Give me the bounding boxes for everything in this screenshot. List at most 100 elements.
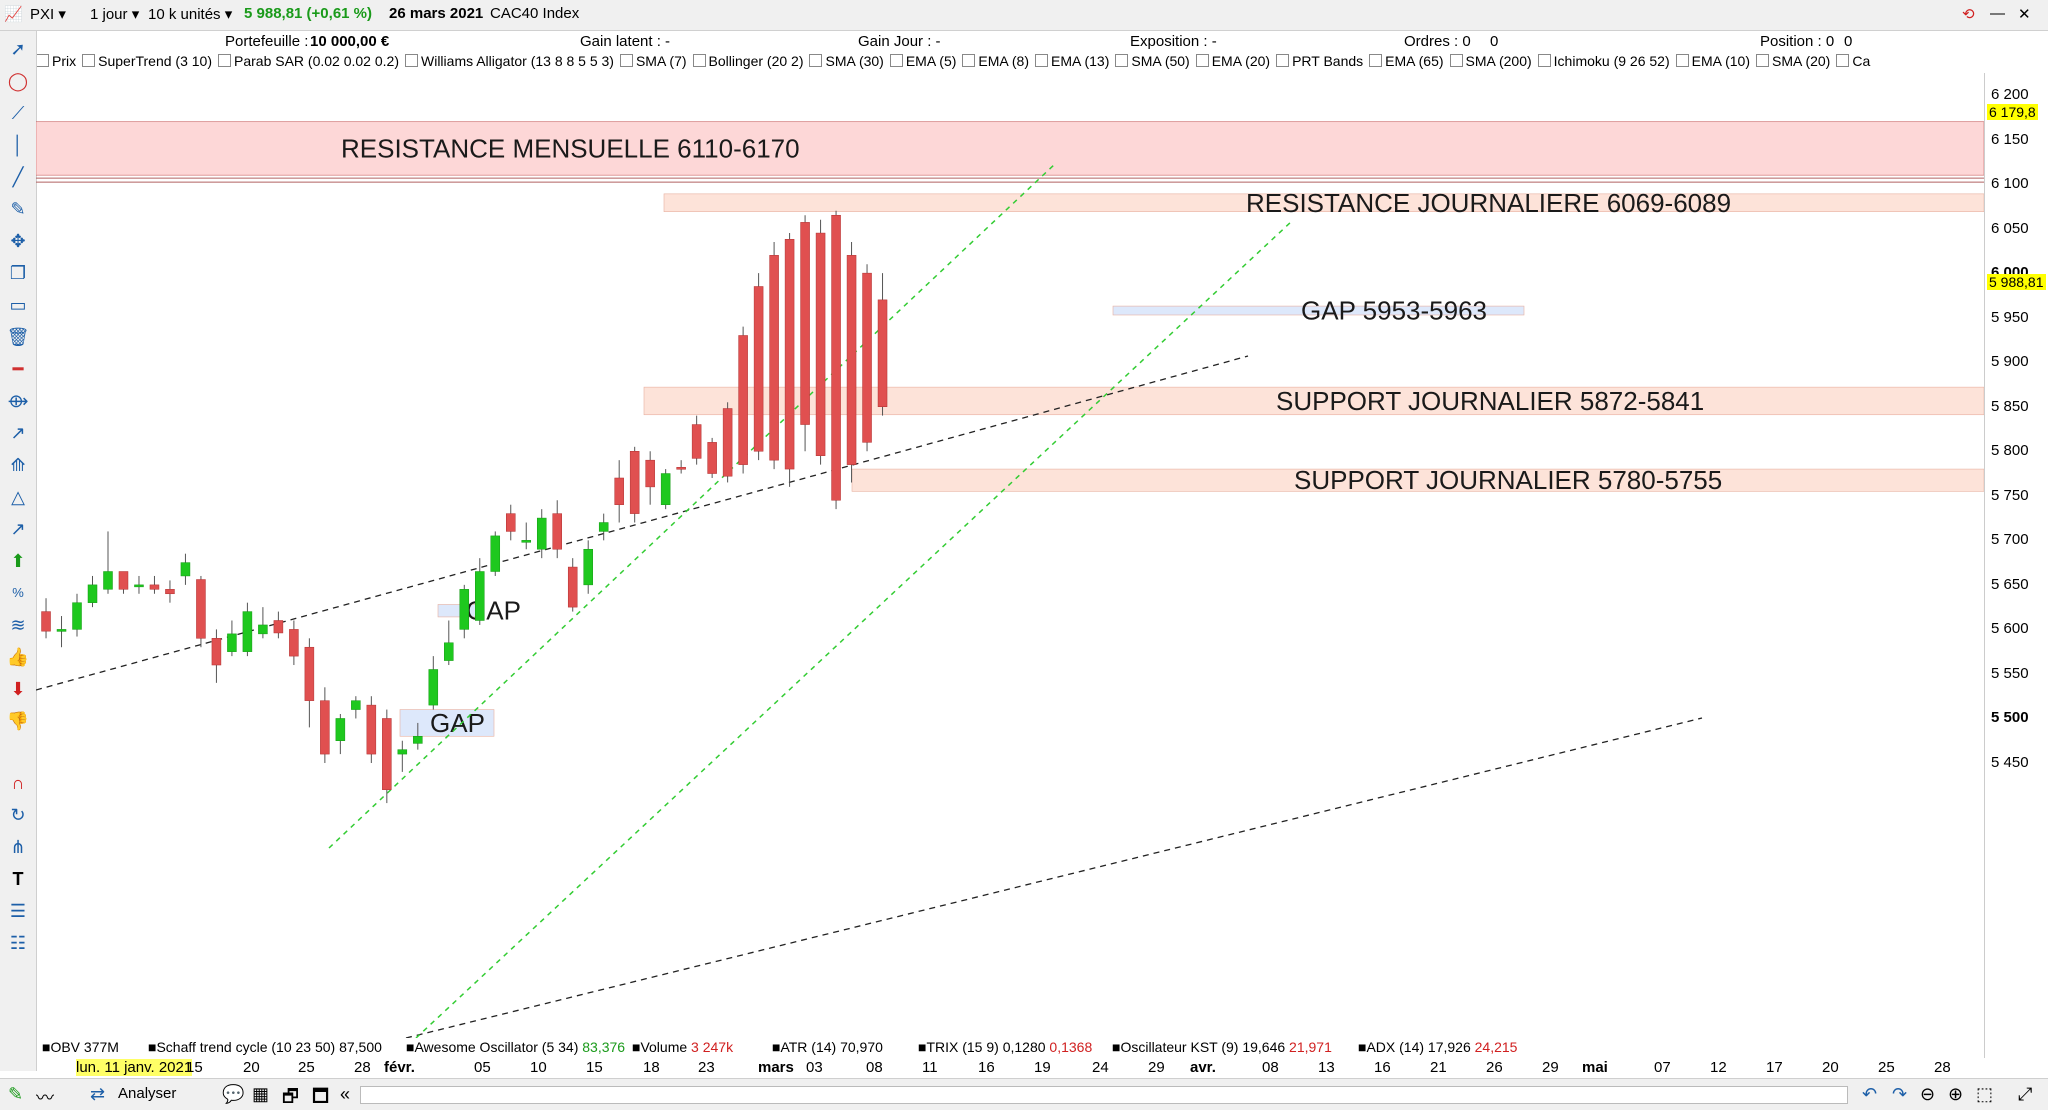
copy-icon[interactable]: ❐ (9, 263, 27, 283)
rotate-icon[interactable]: ↻ (10, 805, 26, 825)
indicator-toggle[interactable]: SMA (50) (1115, 53, 1189, 69)
exposition: Exposition : - (1130, 33, 1217, 50)
bottom-indicator[interactable]: ■ADX (14) 17,926 24,215 (1358, 1039, 1517, 1055)
date-tick: 18 (643, 1059, 660, 1076)
bottom-indicator-value2: 24,215 (1470, 1039, 1518, 1055)
indicator-toggle[interactable]: EMA (20) (1196, 53, 1270, 69)
indicator-toggle[interactable]: SMA (20) (1756, 53, 1830, 69)
indicator-toggle[interactable]: SMA (200) (1450, 53, 1532, 69)
pitchfork-icon[interactable]: ⋔ (10, 837, 26, 857)
indicator-toggle[interactable]: Prix (36, 53, 76, 69)
cursor-icon[interactable]: ➚ (10, 39, 26, 59)
list-icon[interactable]: ☰ (9, 901, 27, 921)
bottom-indicator[interactable]: ■Oscillateur KST (9) 19,646 21,971 (1112, 1039, 1332, 1055)
refresh-icon[interactable]: ⟲ (1962, 6, 1975, 23)
channel-icon[interactable]: ≋ (10, 615, 26, 635)
triangle-icon[interactable]: △ (11, 487, 25, 507)
price-chart[interactable]: RESISTANCE MENSUELLE 6110-6170 RESISTANCE… (36, 73, 1984, 1038)
move-icon[interactable]: ✥ (10, 231, 26, 251)
fit-icon[interactable]: ⬚ (1976, 1084, 1994, 1104)
percent-icon[interactable]: % (12, 585, 24, 600)
down-arrow-icon[interactable]: ⬇ (10, 679, 26, 699)
horizontal-scrollbar[interactable] (360, 1086, 1848, 1104)
timeframe-select[interactable]: 1 jour ▾ (90, 6, 140, 23)
date-tick: 08 (1262, 1059, 1279, 1076)
arrow-icon[interactable]: ↗ (10, 423, 26, 443)
chat-icon[interactable]: 💬 (222, 1084, 245, 1104)
zone-rect (1112, 305, 1525, 316)
trash-icon[interactable]: 🗑 (6, 327, 30, 347)
bottom-indicator[interactable]: ■TRIX (15 9) 0,1280 0,1368 (918, 1039, 1092, 1055)
chart-icon[interactable]: 📈 (4, 6, 23, 23)
layout-icon[interactable]: 🗖 (312, 1086, 330, 1106)
candle-body (784, 239, 795, 470)
redo-icon[interactable]: ↷ (1892, 1084, 1908, 1104)
undo-icon[interactable]: ↶ (1862, 1084, 1878, 1104)
bottom-indicator-value: 19,646 (1242, 1039, 1286, 1055)
zoom-in-icon[interactable]: ⊕ (1948, 1084, 1964, 1104)
fan-icon[interactable]: ⟰ (10, 455, 26, 475)
date-tick: 24 (1092, 1059, 1109, 1076)
horizontal-line-icon[interactable]: ━ (12, 359, 24, 379)
ticker-select[interactable]: PXI ▾ (30, 6, 66, 23)
indicator-toggle[interactable]: Parab SAR (0.02 0.02 0.2) (218, 53, 399, 69)
window-icon[interactable]: 🗗 (282, 1086, 299, 1106)
bottom-indicator[interactable]: ■OBV 377M (42, 1039, 119, 1055)
fibonacci-icon[interactable]: ⟴ (7, 391, 29, 411)
thumbs-up-icon[interactable]: 👍 (6, 647, 30, 667)
minimize-icon[interactable]: — (1990, 5, 2005, 22)
analyser-button[interactable]: Analyser (118, 1085, 177, 1102)
indicator-toggle[interactable]: Williams Alligator (13 8 8 5 5 3) (405, 53, 614, 69)
grid-icon[interactable]: ▦ (252, 1084, 270, 1104)
pen-arrow-icon[interactable]: ↗ (10, 519, 26, 539)
position-label[interactable]: Position : 0 (1760, 33, 1835, 50)
indicator-toggle[interactable]: Bollinger (20 2) (693, 53, 804, 69)
draw-icon[interactable]: ✎ (8, 1084, 24, 1104)
indicator-toggle[interactable]: Ichimoku (9 26 52) (1538, 53, 1670, 69)
zoom-out-icon[interactable]: ⊖ (1920, 1084, 1936, 1104)
rectangle-icon[interactable]: ▭ (9, 295, 27, 315)
vertical-line-icon[interactable]: │ (12, 135, 24, 155)
units-select[interactable]: 10 k unités ▾ (148, 6, 233, 23)
ticker-label: PXI (30, 6, 55, 23)
line-icon[interactable]: ╱ (12, 167, 24, 187)
collapse-icon[interactable]: « (340, 1084, 351, 1104)
ordres-value: 0 (1490, 33, 1499, 50)
indicator-toggle[interactable]: EMA (5) (890, 53, 957, 69)
indicator-toggle[interactable]: SMA (7) (620, 53, 687, 69)
price-tick: 5 500 (1991, 709, 2029, 727)
date-tick: 16 (978, 1059, 995, 1076)
indicator-toggle[interactable]: EMA (13) (1035, 53, 1109, 69)
top-toolbar: 📈 PXI ▾ 1 jour ▾ 10 k unités ▾ 5 988,81 … (0, 0, 2048, 31)
indicator-toggle[interactable]: EMA (10) (1676, 53, 1750, 69)
up-arrow-icon[interactable]: ⬆ (10, 551, 26, 571)
bottom-indicator[interactable]: ■Schaff trend cycle (10 23 50) 87,500 (148, 1039, 382, 1055)
bottom-indicator[interactable]: ■ATR (14) 70,970 (772, 1039, 883, 1055)
share-icon[interactable]: ⇄ (90, 1084, 106, 1104)
text-tool-icon[interactable]: T (12, 869, 24, 889)
brush-icon[interactable]: ✎ (10, 199, 26, 219)
fullscreen-icon[interactable]: ⤢ (2018, 1084, 2033, 1104)
indicator-toggle[interactable]: EMA (65) (1369, 53, 1443, 69)
indicator-icon[interactable]: 〰 (36, 1088, 54, 1108)
price-tag: 6 179,8 (1987, 103, 2038, 120)
indicator-toggle[interactable]: PRT Bands (1276, 53, 1363, 69)
close-icon[interactable]: ✕ (2018, 6, 2031, 23)
candle-body (676, 467, 686, 470)
indicator-toggle[interactable]: SMA (30) (809, 53, 883, 69)
bottom-indicator-value: 70,970 (840, 1039, 883, 1055)
ellipse-icon[interactable]: ◯ (7, 71, 29, 91)
thumbs-down-icon[interactable]: 👎 (6, 711, 30, 731)
bottom-indicator[interactable]: ■Awesome Oscillator (5 34) 83,376 (406, 1039, 625, 1055)
indicator-toggle[interactable]: Ca (1836, 53, 1870, 69)
indicator-toggle[interactable]: EMA (8) (962, 53, 1029, 69)
bottom-indicator[interactable]: ■Volume 3 247k (632, 1039, 733, 1055)
candle-body (521, 540, 531, 543)
indicator-toggle[interactable]: SuperTrend (3 10) (82, 53, 212, 69)
price-tick: 5 700 (1991, 531, 2029, 549)
ordres-label[interactable]: Ordres : 0 (1404, 33, 1471, 50)
candle-body (118, 571, 129, 590)
magnet-icon[interactable]: ∩ (11, 773, 25, 793)
levels-icon[interactable]: ☷ (9, 933, 27, 953)
segment-icon[interactable]: ⟋ (11, 103, 25, 123)
